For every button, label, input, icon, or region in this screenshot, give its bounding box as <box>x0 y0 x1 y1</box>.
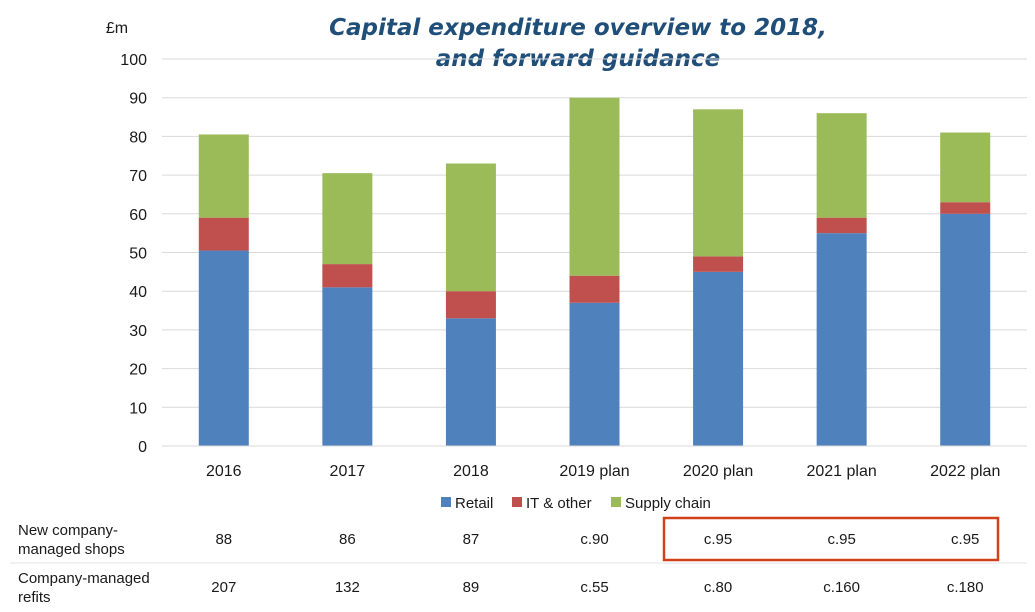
bar-supply-chain-0 <box>198 134 249 218</box>
highlight-box <box>662 516 1000 562</box>
table-cell: c.55 <box>580 579 608 596</box>
bar-it-other-6 <box>940 202 991 214</box>
bar-retail-0 <box>198 250 249 446</box>
bar-supply-chain-4 <box>693 109 744 257</box>
x-category-label: 2022 plan <box>930 463 1000 480</box>
bar-retail-6 <box>940 213 991 446</box>
bar-retail-3 <box>569 302 620 446</box>
table-cell: 87 <box>463 531 480 548</box>
y-tick-label: 90 <box>129 91 147 108</box>
legend-swatch <box>512 497 522 507</box>
y-tick-label: 50 <box>129 246 147 263</box>
bar-retail-4 <box>693 271 744 446</box>
y-tick-label: 70 <box>129 168 147 185</box>
table-cell: c.95 <box>827 531 855 548</box>
table-cell: c.95 <box>704 531 732 548</box>
bar-supply-chain-5 <box>816 113 867 218</box>
table-cell: c.180 <box>947 579 984 596</box>
legend-swatch <box>611 497 621 507</box>
bar-supply-chain-6 <box>940 132 991 203</box>
table-cell: c.160 <box>823 579 860 596</box>
table-row-label: managed shops <box>18 541 125 558</box>
bar-it-other-4 <box>693 256 744 272</box>
y-tick-label: 80 <box>129 129 147 146</box>
x-category-label: 2016 <box>206 463 242 480</box>
y-tick-label: 20 <box>129 362 147 379</box>
table-cell: 86 <box>339 531 356 548</box>
table-cell: 89 <box>463 579 480 596</box>
y-tick-label: 60 <box>129 207 147 224</box>
y-tick-label: 10 <box>129 400 147 417</box>
bar-it-other-0 <box>198 217 249 251</box>
x-category-label: 2018 <box>453 463 489 480</box>
y-tick-label: 30 <box>129 323 147 340</box>
x-category-label: 2021 plan <box>806 463 876 480</box>
bar-retail-5 <box>816 233 867 446</box>
y-tick-label: 0 <box>138 439 147 456</box>
legend-label: Retail <box>455 495 493 512</box>
y-axis-label: £m <box>106 20 128 37</box>
bar-it-other-1 <box>322 264 373 288</box>
chart-title: Capital expenditure overview to 2018,and… <box>329 15 827 72</box>
table-cell: 207 <box>211 579 236 596</box>
legend-label: IT & other <box>526 495 592 512</box>
x-category-label: 2019 plan <box>559 463 629 480</box>
table-cell: 132 <box>335 579 360 596</box>
legend: Retail IT & other Supply chain <box>441 495 711 512</box>
legend-label: Supply chain <box>625 495 711 512</box>
bar-retail-2 <box>445 318 496 446</box>
table-cell: c.95 <box>951 531 979 548</box>
y-tick-label: 40 <box>129 284 147 301</box>
x-axis-categories: 2016 2017 2018 2019 plan 2020 plan 2021 plan 2… <box>206 463 1000 480</box>
legend-swatch <box>441 497 451 507</box>
y-tick-label: 100 <box>120 52 147 69</box>
table-cell: 88 <box>215 531 232 548</box>
x-category-label: 2020 plan <box>683 463 753 480</box>
bar-it-other-5 <box>816 217 867 234</box>
bar-retail-1 <box>322 287 373 446</box>
data-table: New company-managed shops 88 86 87 c.90 c.95 c… <box>10 516 1027 606</box>
bar-it-other-3 <box>569 275 620 303</box>
table-row-label: refits <box>18 589 51 606</box>
bar-supply-chain-2 <box>445 163 496 292</box>
chart-title-line-1: Capital expenditure overview to 2018, <box>329 15 827 41</box>
y-axis-ticks: 0 10 20 30 40 50 60 70 80 90 100 <box>120 52 147 456</box>
bars <box>198 97 991 446</box>
table-row-label: New company- <box>18 522 118 539</box>
x-category-label: 2017 <box>330 463 366 480</box>
table-cell: c.80 <box>704 579 732 596</box>
bar-it-other-2 <box>445 291 496 319</box>
table-row-label: Company-managed <box>18 570 150 587</box>
bar-supply-chain-1 <box>322 173 373 265</box>
table-cell: c.90 <box>580 531 608 548</box>
bar-supply-chain-3 <box>569 97 620 276</box>
